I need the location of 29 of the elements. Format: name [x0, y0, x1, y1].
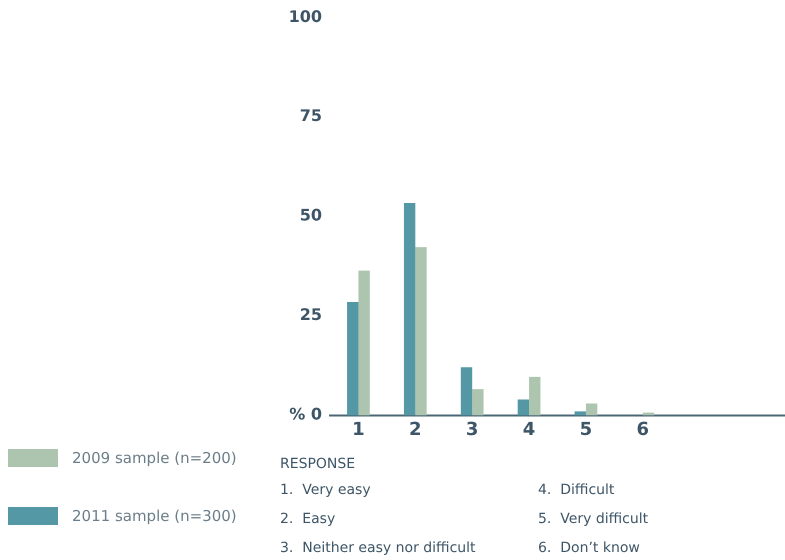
bar [347, 302, 358, 416]
text: 5. Very difficult [538, 511, 650, 529]
y-tick-label: % 0 [289, 404, 322, 424]
bar [529, 376, 540, 416]
legend-label: 2011 sample (n=300) [72, 507, 237, 525]
bar [415, 247, 427, 416]
text: 1. Very easy [280, 482, 372, 500]
y-tick-label: 100 [288, 6, 322, 26]
bar [586, 403, 598, 416]
x-tick-label: 6 [636, 418, 650, 440]
x-tick-label: 1 [352, 418, 365, 440]
x-tick-label: 3 [466, 418, 478, 440]
bar [472, 389, 484, 416]
text: 2. Easy [280, 511, 336, 529]
bar [358, 270, 370, 416]
bar [404, 202, 416, 416]
y-tick-label: 25 [300, 305, 322, 324]
x-tick-label: 4 [522, 418, 536, 440]
text: 3. Neither easy nor difficult [280, 540, 477, 558]
text: RESPONSE [280, 456, 356, 472]
bar [460, 367, 472, 416]
y-tick-label: 75 [300, 106, 322, 126]
bar [518, 399, 530, 416]
x-tick-label: 5 [580, 418, 592, 440]
y-tick-label: 50 [300, 206, 322, 225]
legend-label: 2009 sample (n=200) [72, 449, 237, 467]
text: 4. Difficult [538, 482, 616, 500]
x-tick-label: 2 [409, 418, 422, 440]
text: 6. Don’t know [538, 540, 641, 558]
